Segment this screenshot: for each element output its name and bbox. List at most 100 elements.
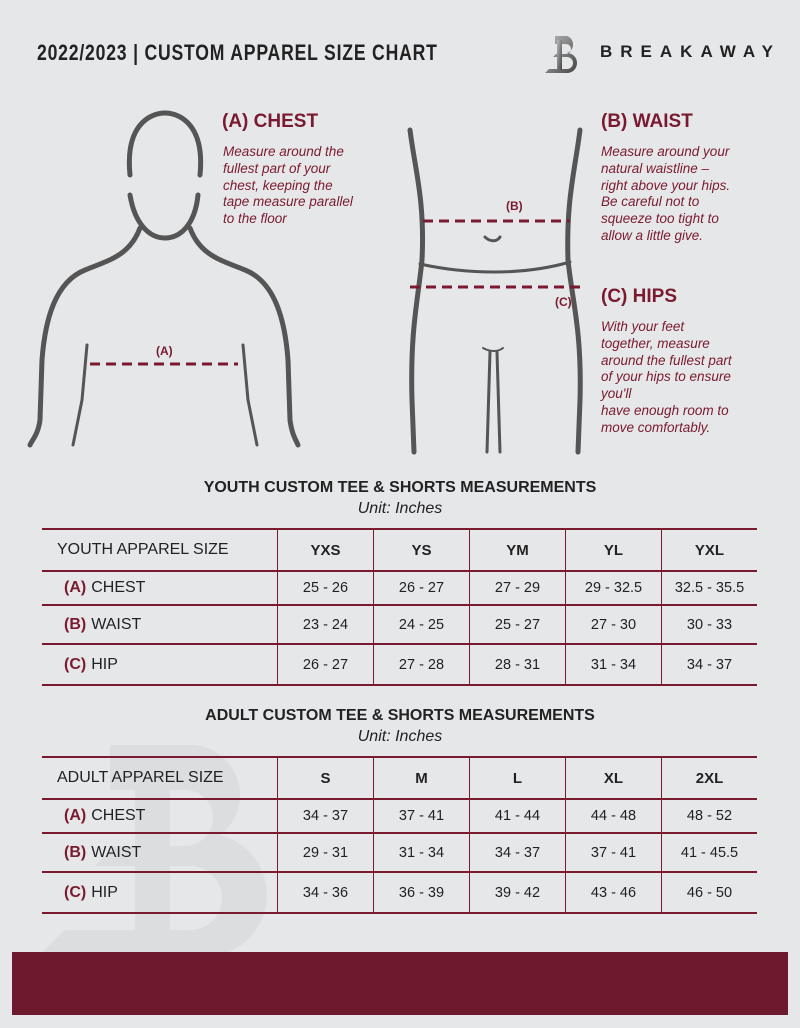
hips-description: With your feet together, measure around th…: [601, 319, 732, 437]
measurement-letter: (B): [64, 843, 87, 861]
size-column-header: YXL: [661, 530, 757, 570]
measurement-letter: (A): [64, 807, 87, 824]
measurement-value: 34 - 37: [469, 834, 565, 871]
table-row: (A) CHEST 34 - 37 37 - 41 41 - 44 44 - 48 48 -…: [42, 798, 757, 832]
measurement-value: 43 - 46: [565, 873, 661, 912]
size-column-header: YL: [565, 530, 661, 570]
description-line: right above your hips.: [601, 177, 731, 193]
measurement-value: 34 - 37: [277, 800, 373, 832]
measurement-value: 29 - 31: [277, 834, 373, 871]
table-row: (C) HIP 34 - 36 36 - 39 39 - 42 43 - 46 46 - 5…: [42, 871, 757, 912]
measurement-name: HIP: [91, 883, 118, 901]
measurement-value: 26 - 27: [373, 572, 469, 604]
measurement-value: 31 - 34: [565, 645, 661, 684]
measurement-name: CHEST: [91, 807, 146, 824]
measurement-value: 41 - 45.5: [661, 834, 757, 871]
table-bottom-border: [42, 684, 757, 686]
description-line: Measure around the: [223, 144, 344, 159]
description-line: together, measure: [601, 335, 710, 351]
size-column-header: YXS: [277, 530, 373, 570]
measurement-value: 46 - 50: [661, 873, 757, 912]
measurement-label: (A) CHEST: [64, 572, 277, 604]
size-column-header: YS: [373, 530, 469, 570]
measurement-value: 30 - 33: [661, 606, 757, 643]
description-line: Measure around your: [601, 144, 730, 159]
table-header-row: ADULT APPAREL SIZE S M L XL 2XL: [42, 756, 757, 798]
measurement-letter: (A): [64, 579, 87, 596]
size-column-header: S: [277, 758, 373, 798]
size-column-header: XL: [565, 758, 661, 798]
measurement-value: 34 - 36: [277, 873, 373, 912]
measurement-name: HIP: [91, 655, 118, 673]
description-line: have enough room to: [601, 402, 729, 418]
waist-heading: (B) WAIST: [601, 111, 693, 132]
description-line: to the floor: [223, 211, 287, 227]
description-line: tape measure parallel: [223, 194, 353, 210]
measurement-value: 36 - 39: [373, 873, 469, 912]
chest-heading: (A) CHEST: [222, 111, 319, 132]
measurement-value: 24 - 25: [373, 606, 469, 643]
brand-name: BREAKAWAY: [600, 42, 781, 61]
measurement-value: 31 - 34: [373, 834, 469, 871]
size-column-header: YM: [469, 530, 565, 570]
chest-marker: (A): [156, 344, 173, 358]
size-header-label: YOUTH APPAREL SIZE: [57, 541, 229, 558]
measurement-value: 26 - 27: [277, 645, 373, 684]
measurement-value: 27 - 29: [469, 572, 565, 604]
page-title: 2022/2023 | CUSTOM APPAREL SIZE CHART: [37, 40, 438, 65]
measurement-value: 41 - 44: [469, 800, 565, 832]
description-line: you'll: [601, 386, 632, 402]
table-row: (A) CHEST 25 - 26 26 - 27 27 - 29 29 - 32.5 32…: [42, 570, 757, 604]
measurement-name: WAIST: [91, 843, 142, 861]
youth-table-unit: Unit: Inches: [357, 500, 443, 517]
breakaway-logo: [545, 36, 577, 73]
description-line: natural waistline –: [601, 160, 710, 176]
measurement-value: 37 - 41: [373, 800, 469, 832]
measurement-value: 25 - 26: [277, 572, 373, 604]
description-line: fullest part of your: [223, 160, 331, 176]
description-line: allow a little give.: [601, 227, 704, 243]
measurement-value: 28 - 31: [469, 645, 565, 684]
table-row: (B) WAIST 29 - 31 31 - 34 34 - 37 37 - 41 41 -…: [42, 832, 757, 871]
measurement-name: CHEST: [91, 579, 146, 596]
description-line: With your feet: [601, 319, 685, 334]
measurement-value: 48 - 52: [661, 800, 757, 832]
description-line: around the fullest part: [601, 352, 732, 368]
footer-bar: [12, 952, 788, 1015]
waist-marker: (B): [506, 199, 523, 213]
adult-table-title: ADULT CUSTOM TEE & SHORTS MEASUREMENTS: [205, 707, 595, 724]
description-line: of your hips to ensure: [601, 369, 731, 385]
measurement-letter: (B): [64, 615, 87, 633]
measurement-value: 44 - 48: [565, 800, 661, 832]
measurement-label: (A) CHEST: [64, 800, 277, 832]
table-row: (C) HIP 26 - 27 27 - 28 28 - 31 31 - 34 34 - 3…: [42, 643, 757, 684]
description-line: Be careful not to: [601, 194, 700, 210]
waist-description: Measure around your natural waistline – ri…: [601, 144, 730, 245]
logo-watermark: [40, 745, 267, 955]
measurement-value: 25 - 27: [469, 606, 565, 643]
measurement-value: 39 - 42: [469, 873, 565, 912]
measurement-value: 34 - 37: [661, 645, 757, 684]
measurement-value: 29 - 32.5: [565, 572, 661, 604]
measurement-value: 27 - 28: [373, 645, 469, 684]
description-line: chest, keeping the: [223, 177, 333, 193]
body-diagram: (A) (B) (C): [27, 110, 583, 455]
hips-marker: (C): [555, 295, 572, 309]
measurement-label: (B) WAIST: [64, 834, 277, 871]
measurement-label: (C) HIP: [64, 873, 277, 912]
measurement-value: 23 - 24: [277, 606, 373, 643]
description-line: move comfortably.: [601, 419, 711, 435]
size-column-header: L: [469, 758, 565, 798]
measurement-label: (B) WAIST: [64, 606, 277, 643]
measurement-value: 27 - 30: [565, 606, 661, 643]
measurement-label: (C) HIP: [64, 645, 277, 684]
measurement-name: WAIST: [91, 615, 142, 633]
size-header-label: ADULT APPAREL SIZE: [57, 769, 224, 786]
measurement-value: 37 - 41: [565, 834, 661, 871]
upper-body-silhouette: [27, 110, 583, 455]
table-bottom-border: [42, 912, 757, 914]
size-column-header: M: [373, 758, 469, 798]
measurement-letter: (C): [64, 655, 87, 673]
chest-description: Measure around the fullest part of your ch…: [223, 144, 353, 228]
measurement-value: 32.5 - 35.5: [661, 572, 757, 604]
